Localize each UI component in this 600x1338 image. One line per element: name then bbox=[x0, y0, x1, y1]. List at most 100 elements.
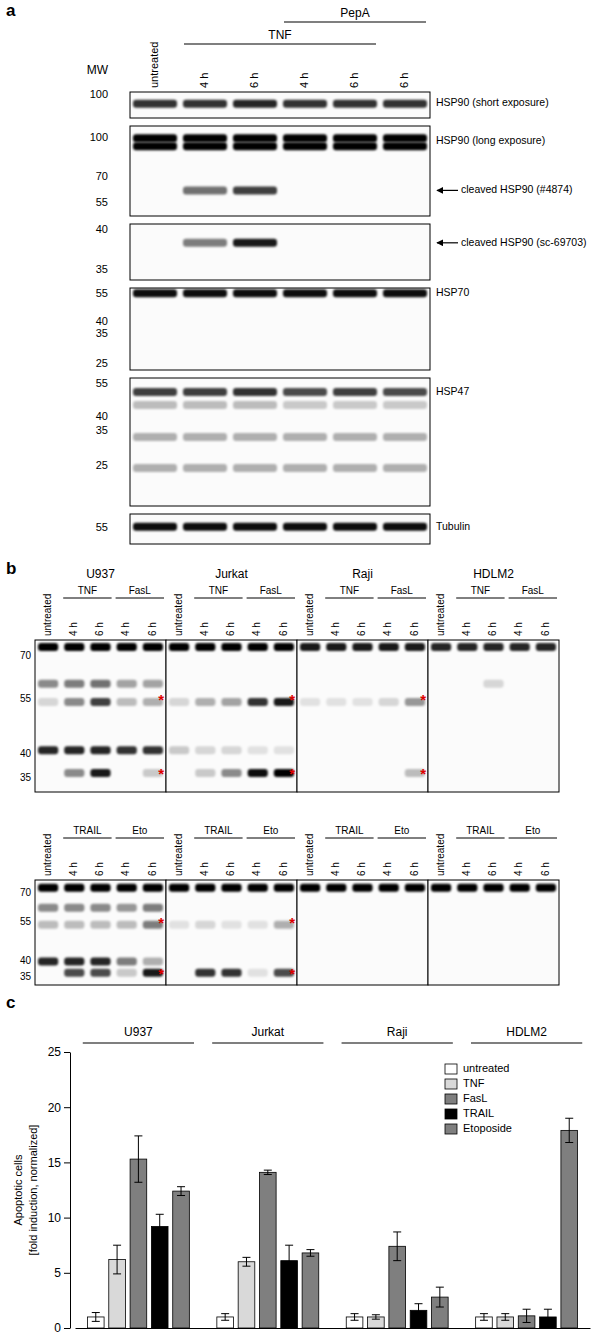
band bbox=[405, 643, 425, 651]
error-bar-stem bbox=[569, 1118, 570, 1142]
blot-frame bbox=[297, 640, 428, 792]
band bbox=[38, 698, 58, 706]
category-label: Raji bbox=[387, 1025, 408, 1039]
group-line bbox=[116, 598, 164, 599]
lane-label: 6 h bbox=[540, 622, 551, 636]
lane-label: 4 h bbox=[199, 862, 210, 876]
lane-label: 6 h bbox=[487, 862, 498, 876]
group-line bbox=[184, 43, 376, 44]
band bbox=[233, 142, 277, 150]
blot-label: HSP47 bbox=[436, 385, 469, 397]
mw-tick-label: 25 bbox=[96, 459, 108, 471]
category-label: Jurkat bbox=[251, 1025, 284, 1039]
band bbox=[117, 884, 137, 892]
y-axis-title: [fold induction, normalized] bbox=[27, 1125, 39, 1256]
blot-label: HSP70 bbox=[436, 286, 469, 298]
blot-label: cleaved HSP90 (sc-69703) bbox=[461, 236, 586, 248]
error-bar-stem bbox=[547, 1309, 548, 1324]
y-tick-label: 0 bbox=[54, 1321, 61, 1335]
band bbox=[383, 401, 427, 409]
mw-tick-label: 55 bbox=[96, 196, 108, 208]
y-tick-label: 10 bbox=[48, 1211, 62, 1225]
category-line bbox=[83, 1042, 194, 1043]
band bbox=[195, 643, 215, 651]
band bbox=[383, 433, 427, 441]
group-label: Eto bbox=[525, 825, 540, 836]
band bbox=[233, 464, 277, 472]
lane-label: 6 h bbox=[356, 862, 367, 876]
error-bar bbox=[285, 1245, 293, 1276]
band bbox=[283, 289, 327, 297]
blot-frame bbox=[428, 640, 559, 792]
band bbox=[274, 746, 294, 754]
bands bbox=[133, 289, 427, 297]
error-bar-cap bbox=[436, 1307, 444, 1308]
blot-frame bbox=[428, 880, 559, 985]
bands bbox=[38, 884, 163, 977]
y-tick: 20 bbox=[48, 1101, 70, 1115]
blot-frame bbox=[166, 880, 297, 985]
band bbox=[333, 289, 377, 297]
band bbox=[233, 523, 277, 531]
mw-tick-label: 70 bbox=[20, 650, 32, 661]
group-label: PepA bbox=[340, 6, 369, 20]
y-tick-label: 20 bbox=[48, 1101, 62, 1115]
legend-swatch bbox=[445, 1124, 457, 1134]
asterisk: * bbox=[158, 691, 164, 708]
error-bar bbox=[134, 1136, 142, 1182]
band bbox=[169, 643, 189, 651]
mw-tick-label: 55 bbox=[20, 693, 32, 704]
band bbox=[169, 698, 189, 706]
group-line bbox=[194, 598, 242, 599]
category-line bbox=[212, 1042, 323, 1043]
band bbox=[195, 884, 215, 892]
band bbox=[90, 969, 110, 977]
asterisk: * bbox=[289, 691, 295, 708]
legend-swatch bbox=[445, 1094, 457, 1104]
error-bar-stem bbox=[439, 1287, 440, 1307]
legend-label: TNF bbox=[463, 1077, 485, 1089]
blot-frame bbox=[130, 378, 430, 506]
lane-label: 4 h bbox=[198, 73, 210, 88]
band bbox=[195, 769, 215, 777]
band bbox=[90, 904, 110, 912]
error-bar-stem bbox=[375, 1315, 376, 1319]
band bbox=[117, 957, 137, 965]
band bbox=[133, 100, 177, 108]
bar bbox=[173, 1191, 190, 1328]
y-tick-mark bbox=[64, 1162, 70, 1163]
y-tick-mark bbox=[64, 1218, 70, 1219]
asterisk: * bbox=[420, 765, 426, 782]
error-bar-cap bbox=[523, 1322, 531, 1323]
band bbox=[333, 388, 377, 396]
band bbox=[183, 388, 227, 396]
y-tick: 5 bbox=[54, 1266, 70, 1280]
band bbox=[233, 401, 277, 409]
band bbox=[143, 746, 163, 754]
bands bbox=[431, 643, 556, 688]
lane-label: 6 h bbox=[409, 622, 420, 636]
band bbox=[333, 523, 377, 531]
group-label: TRAIL bbox=[73, 825, 102, 836]
band bbox=[90, 957, 110, 965]
mw-tick-label: 55 bbox=[96, 377, 108, 389]
error-bar bbox=[113, 1245, 121, 1274]
band bbox=[221, 969, 241, 977]
y-tick: 25 bbox=[48, 1045, 70, 1059]
band bbox=[169, 884, 189, 892]
band bbox=[117, 643, 137, 651]
blot-frame bbox=[35, 880, 166, 985]
band bbox=[383, 289, 427, 297]
bar bbox=[151, 1226, 168, 1328]
band bbox=[248, 698, 268, 706]
asterisk: * bbox=[158, 965, 164, 982]
group-line bbox=[456, 838, 504, 839]
band bbox=[90, 698, 110, 706]
band bbox=[195, 921, 215, 929]
band bbox=[457, 643, 477, 651]
band bbox=[248, 921, 268, 929]
blot-frame bbox=[297, 880, 428, 985]
error-bar-stem bbox=[289, 1245, 290, 1276]
band bbox=[233, 134, 277, 142]
error-bar-cap bbox=[393, 1231, 401, 1232]
